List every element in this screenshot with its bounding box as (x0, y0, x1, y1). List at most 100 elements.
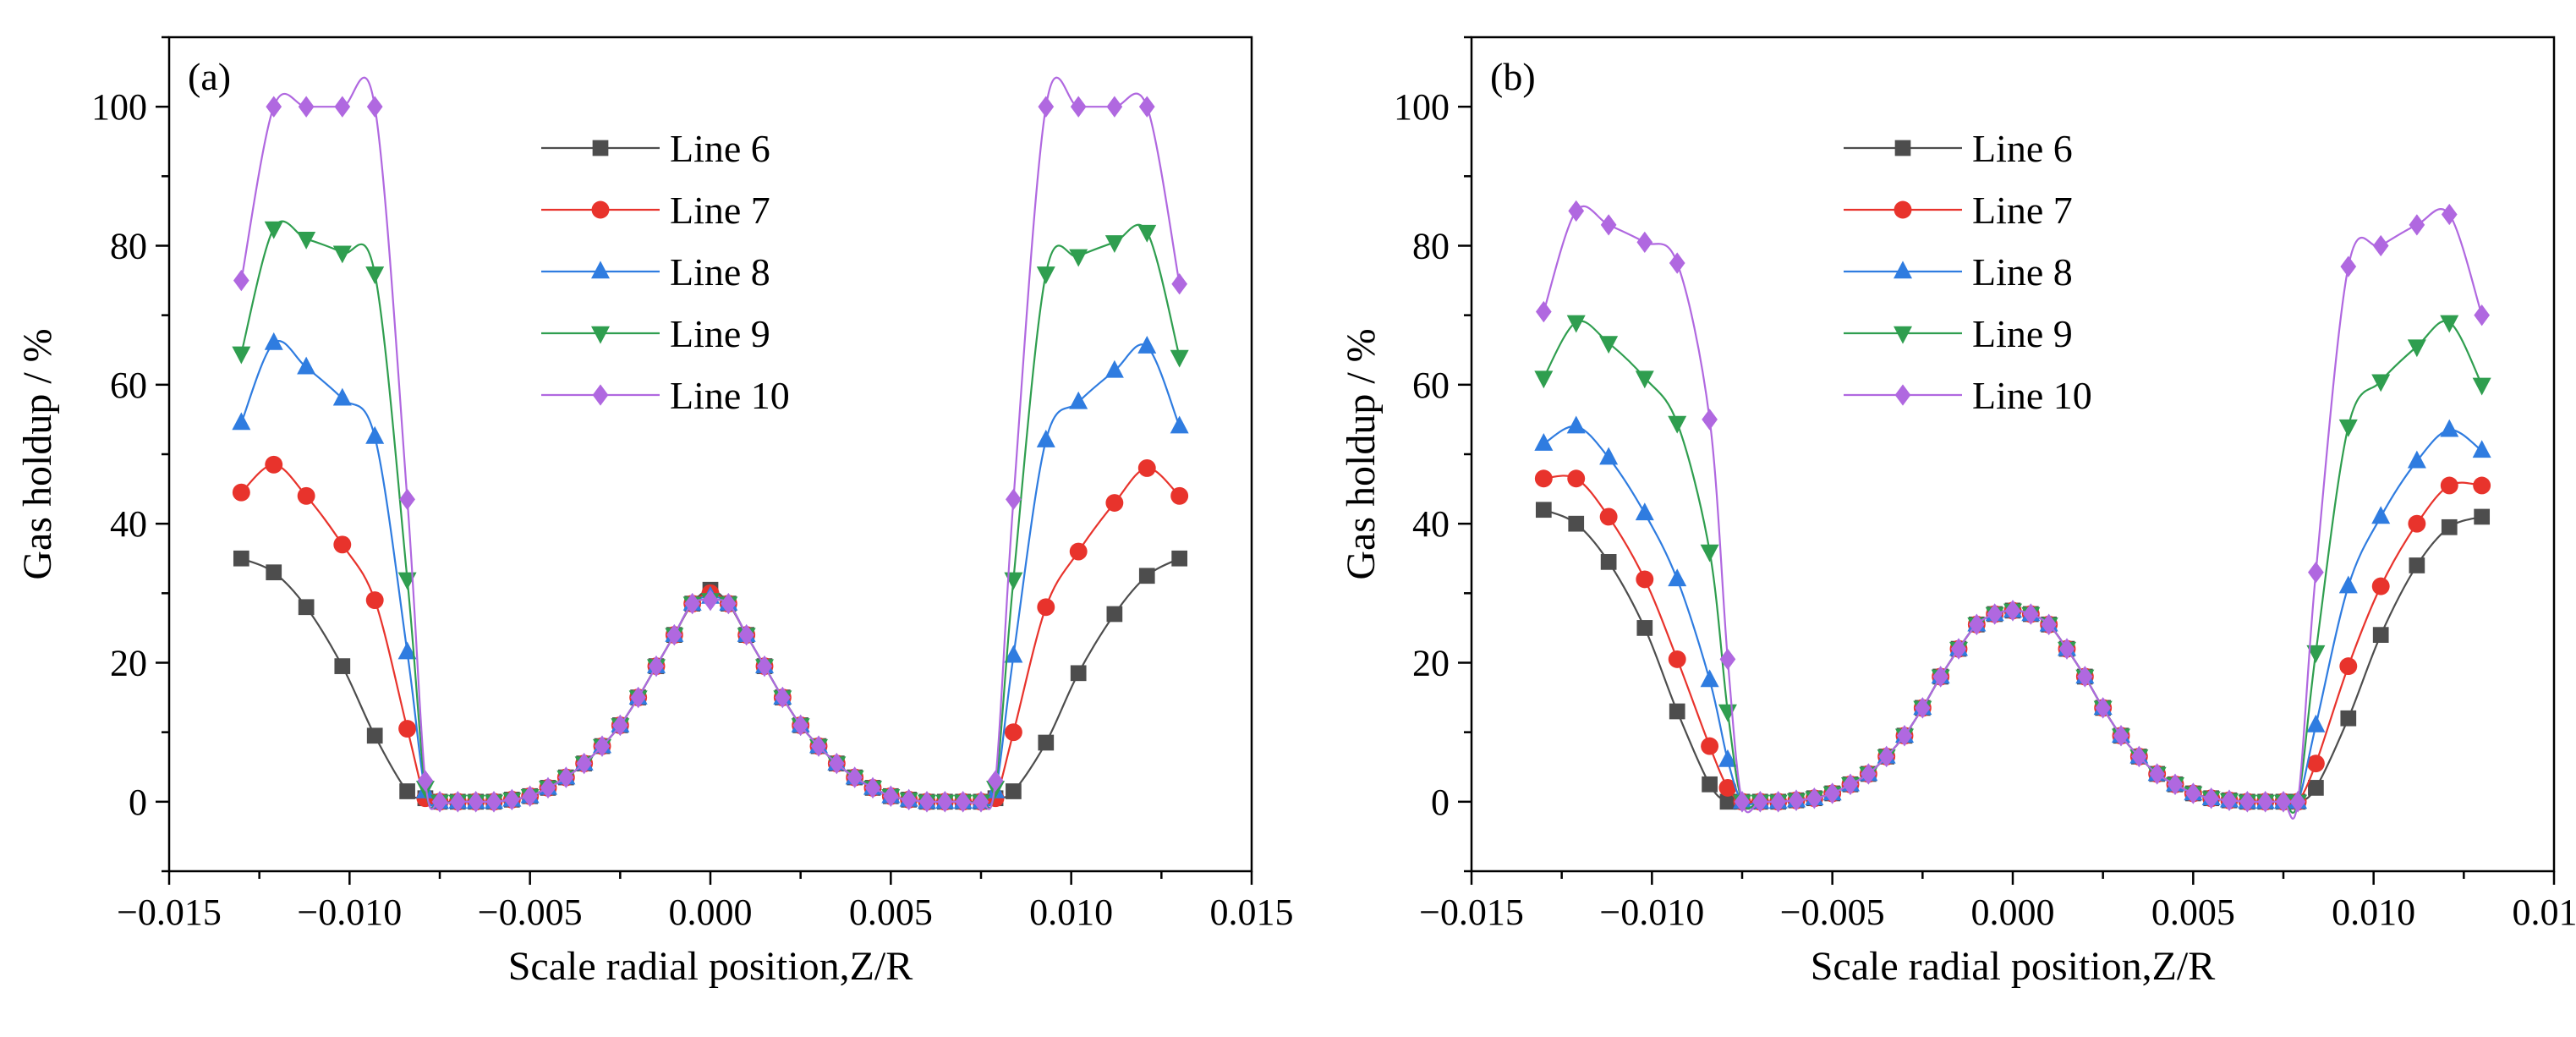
data-point (399, 783, 415, 799)
data-point (2373, 235, 2389, 256)
legend-label: Line 10 (670, 374, 790, 417)
data-point (1006, 489, 1022, 510)
y-axis-label: Gas holdup / % (15, 328, 60, 579)
data-point (2372, 578, 2390, 595)
legend-marker (1894, 326, 1912, 344)
data-point (1701, 738, 1718, 755)
data-point (367, 96, 383, 118)
data-point (1600, 508, 1618, 526)
data-point (2371, 506, 2390, 524)
data-point (1669, 252, 1685, 273)
data-point (2409, 557, 2425, 573)
legend-label: Line 8 (1972, 250, 2073, 294)
data-point (1668, 416, 1686, 434)
data-point (2473, 378, 2491, 396)
x-tick-label: −0.005 (1780, 892, 1885, 933)
legend-label: Line 9 (1972, 312, 2073, 355)
legend-label: Line 8 (670, 250, 770, 294)
data-point (1170, 415, 1189, 433)
legend-marker (1895, 384, 1911, 405)
y-tick-label: 60 (110, 365, 147, 406)
data-point (1139, 96, 1155, 118)
data-point (1037, 430, 1055, 447)
data-point (1702, 776, 1718, 793)
legend-marker (593, 140, 609, 156)
panel-label: (b) (1490, 55, 1536, 98)
data-point (1137, 225, 1156, 243)
data-point (1636, 620, 1652, 636)
legend: Line 6 Line 7 Line 8 Line 9 Line 10 (541, 127, 790, 417)
data-point (988, 771, 1004, 792)
data-point (266, 96, 282, 118)
data-point (2473, 477, 2491, 495)
y-tick-label: 80 (110, 226, 147, 267)
data-point (2340, 711, 2356, 727)
data-point (367, 727, 383, 743)
y-axis-label: Gas holdup / % (1339, 328, 1384, 579)
data-point (1071, 96, 1087, 118)
data-point (265, 456, 282, 474)
x-tick-label: 0.005 (849, 892, 933, 933)
data-point (1170, 350, 1189, 368)
data-point (398, 720, 416, 738)
x-tick-label: 0.010 (2332, 892, 2415, 933)
data-point (1669, 704, 1685, 720)
data-point (2441, 477, 2458, 495)
data-point (1105, 494, 1123, 512)
legend-marker (593, 384, 609, 405)
y-tick-label: 20 (110, 643, 147, 684)
data-point (2442, 204, 2458, 225)
data-point (299, 599, 315, 615)
legend-label: Line 10 (1972, 374, 2092, 417)
data-point (1536, 502, 1552, 518)
data-point (1567, 415, 1586, 433)
legend-label: Line 6 (1972, 127, 2073, 170)
data-point (1006, 783, 1022, 799)
data-point (1038, 735, 1054, 751)
legend-marker (592, 201, 610, 219)
data-point (2308, 562, 2324, 583)
data-point (2339, 420, 2358, 437)
data-point (1701, 545, 1719, 562)
data-point (1534, 433, 1553, 451)
data-point (1037, 266, 1055, 284)
data-point (2373, 627, 2389, 643)
x-tick-label: −0.010 (297, 892, 402, 933)
data-point (233, 270, 249, 291)
data-point (2440, 420, 2458, 437)
y-tick-label: 100 (1394, 86, 1450, 128)
y-tick-label: 100 (91, 86, 147, 128)
chart-panel-b: −0.015−0.010−0.0050.0000.0050.0100.01502… (1339, 37, 2576, 989)
data-point (233, 484, 250, 502)
data-point (1567, 315, 1586, 333)
data-point (266, 564, 282, 580)
legend-label: Line 7 (670, 189, 770, 232)
panel-label: (a) (188, 55, 231, 98)
x-tick-label: −0.015 (117, 892, 222, 933)
data-point (1038, 96, 1054, 118)
legend-marker (1895, 140, 1911, 156)
data-point (1171, 273, 1187, 294)
data-point (418, 771, 434, 792)
series-line-line-7 (1543, 475, 2481, 804)
x-axis-label: Scale radial position,Z/R (1811, 944, 2216, 989)
y-tick-label: 80 (1412, 226, 1450, 267)
legend-label: Line 9 (670, 312, 770, 355)
x-tick-label: 0.010 (1029, 892, 1113, 933)
data-point (1636, 502, 1654, 520)
legend-label: Line 6 (670, 127, 770, 170)
data-point (1636, 570, 1653, 588)
data-point (2474, 305, 2490, 326)
data-point (2306, 715, 2325, 732)
data-point (2308, 780, 2324, 796)
x-tick-label: −0.015 (1419, 892, 1524, 933)
data-point (334, 96, 350, 118)
data-point (1567, 469, 1585, 487)
data-point (1107, 606, 1123, 623)
legend-marker (1894, 261, 1912, 278)
data-point (1536, 301, 1552, 322)
data-point (1636, 232, 1652, 253)
data-point (2340, 256, 2356, 277)
